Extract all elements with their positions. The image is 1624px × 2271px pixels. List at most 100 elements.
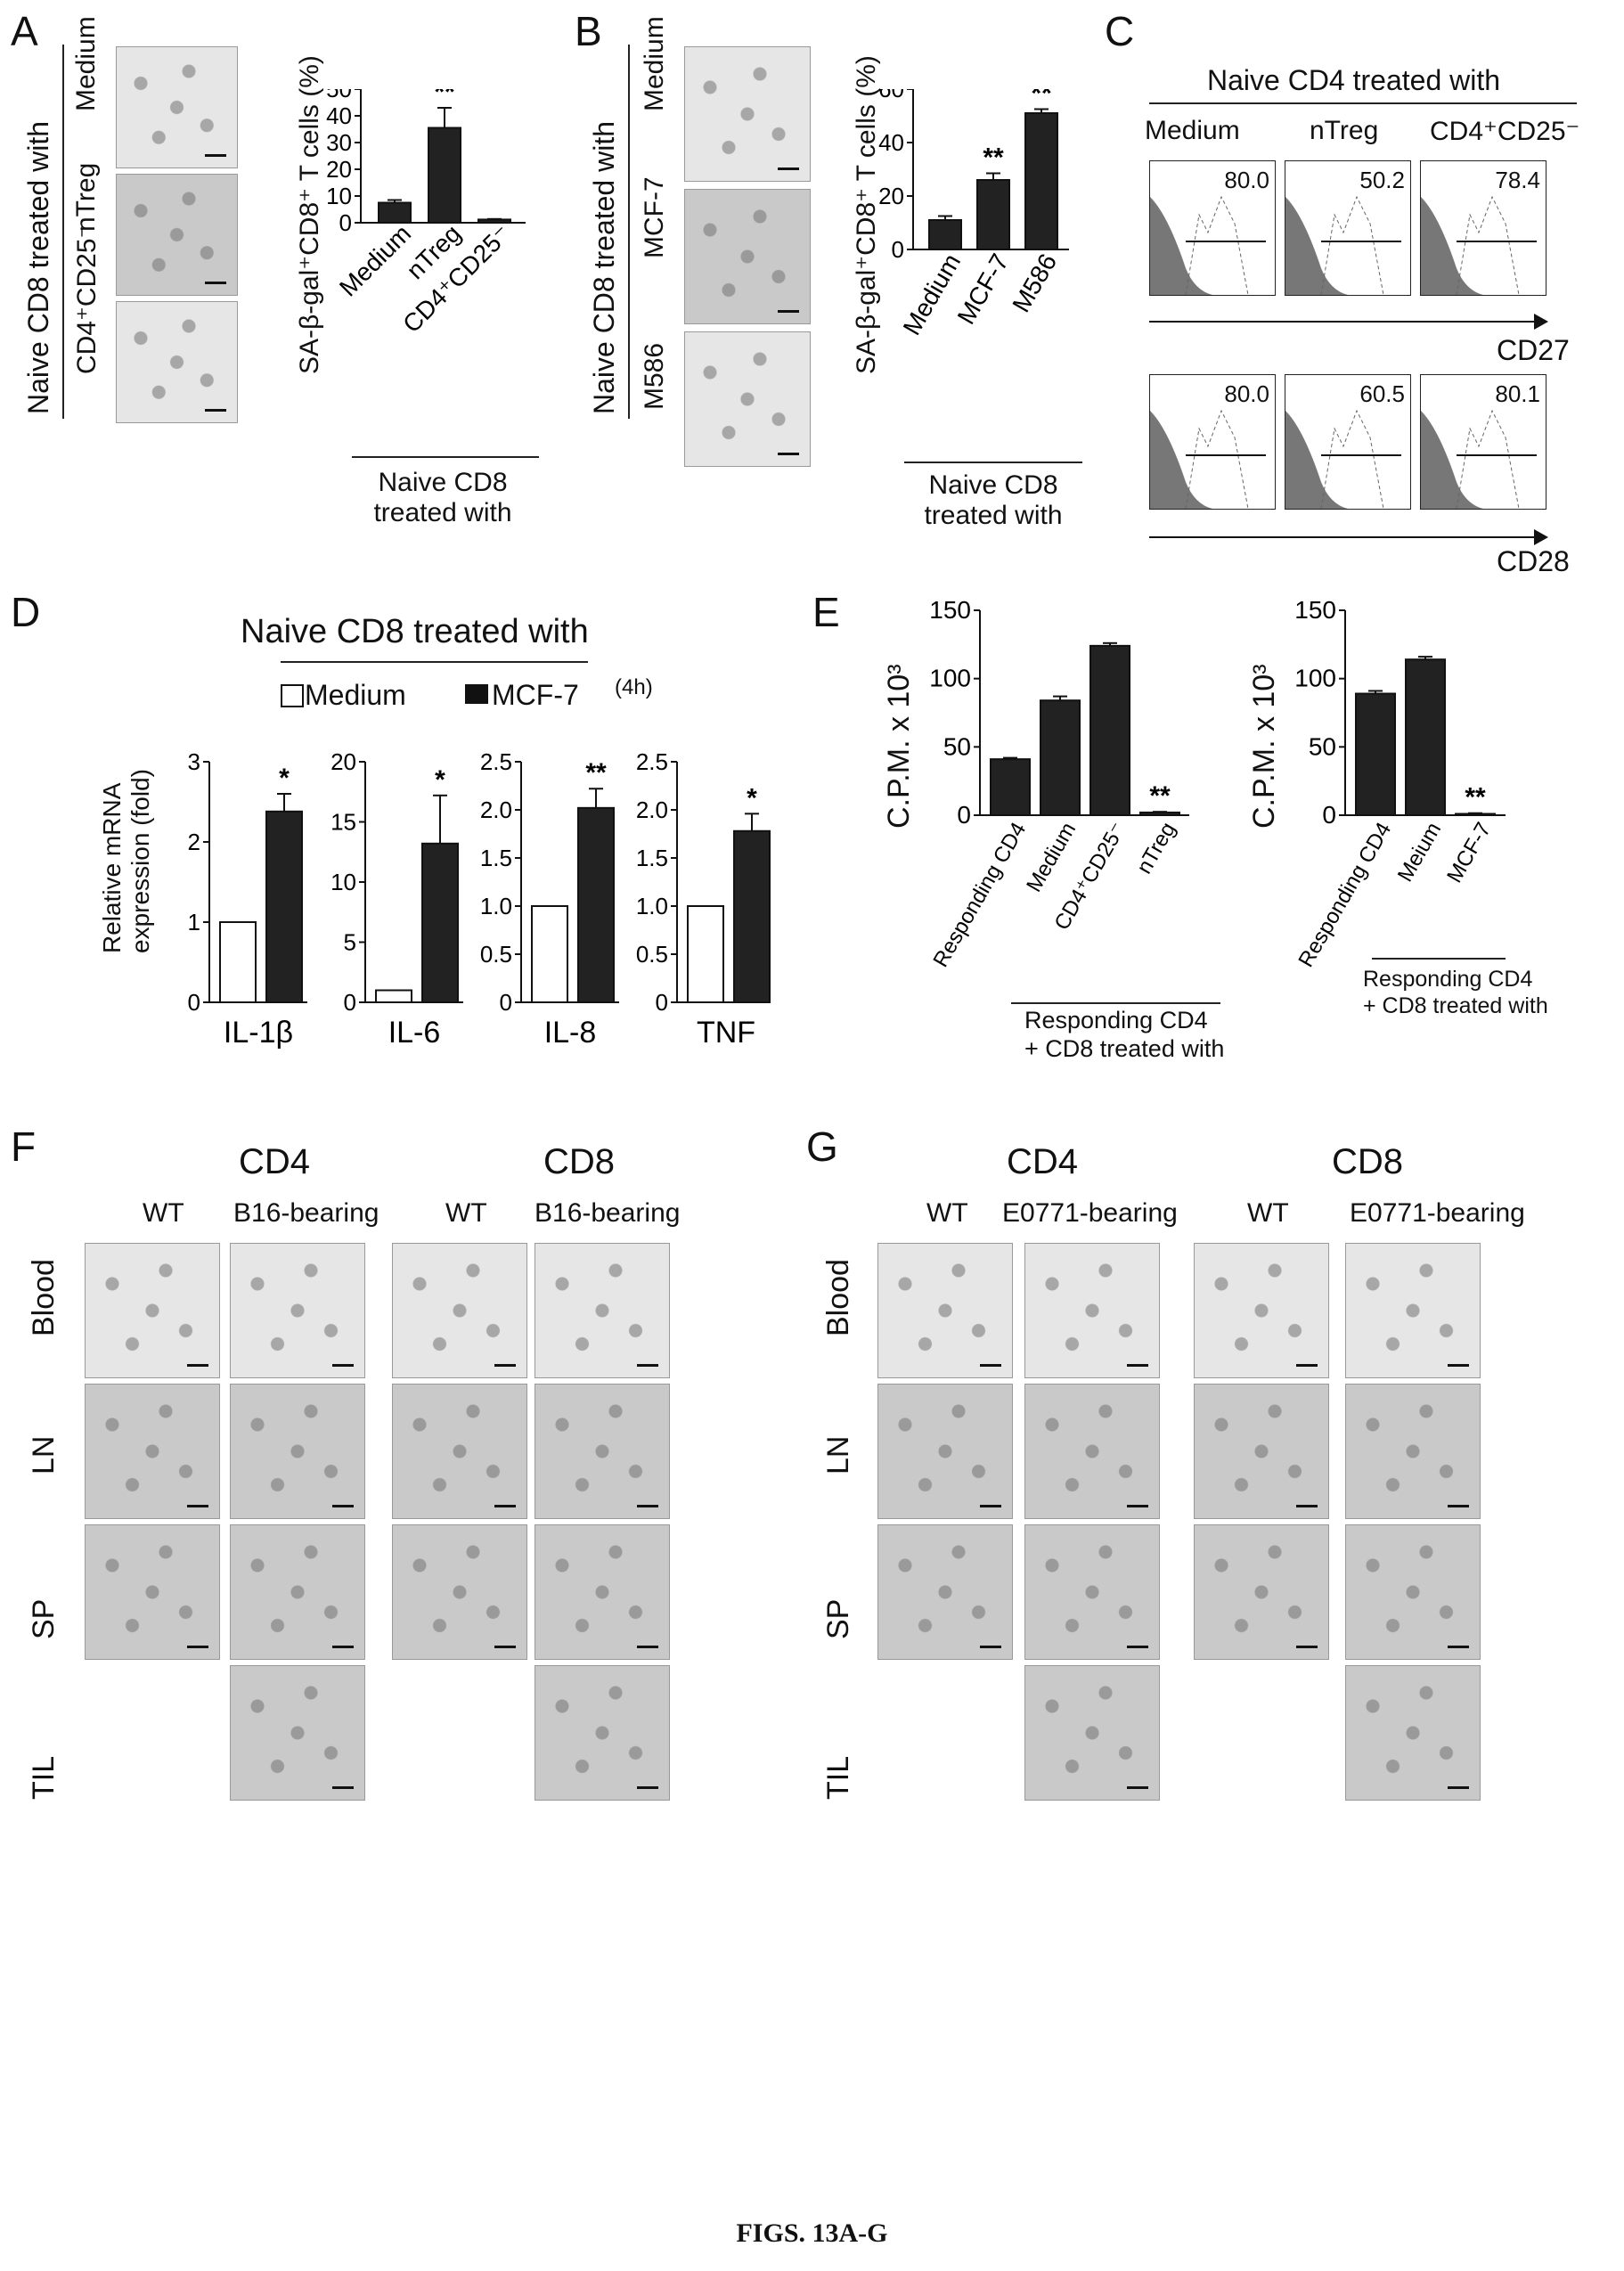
x-axis-label: IL-6 — [388, 1016, 441, 1050]
tick-label: 2 — [188, 829, 200, 855]
tick-label: 10 — [331, 869, 356, 895]
tick-label: 1 — [188, 909, 200, 935]
micrograph — [230, 1524, 365, 1660]
tick-label: 50 — [326, 89, 352, 102]
bar — [928, 219, 962, 250]
category-label: Responding CD4 — [928, 819, 1031, 972]
significance-label: * — [747, 783, 757, 813]
panel-g-sub-wt1: WT — [926, 1198, 968, 1228]
tick-label: 40 — [326, 102, 352, 129]
tick-label: 0 — [188, 989, 200, 1016]
flow-plot: 78.4 — [1420, 160, 1546, 296]
tick-label: 1.5 — [636, 845, 668, 871]
bar — [1089, 644, 1130, 816]
panel-a-row-cd4cd25: CD4⁺CD25⁻ — [72, 224, 102, 374]
significance-label: * — [279, 764, 290, 793]
panel-e-label: E — [812, 589, 840, 635]
micrograph — [116, 301, 238, 423]
x-axis-label: TNF — [697, 1016, 755, 1050]
panel-e-group-label-2a: Responding CD4 — [1363, 967, 1533, 992]
panel-g-row-sp: SP — [821, 1598, 855, 1639]
tick-label: 2.5 — [480, 748, 512, 775]
panel-b-row-medium: Medium — [640, 16, 669, 111]
tick-label: 50 — [1309, 732, 1336, 760]
bar — [976, 179, 1010, 250]
micrograph — [1345, 1243, 1481, 1378]
tick-label: 2.0 — [480, 796, 512, 823]
tick-label: 30 — [326, 129, 352, 156]
micrograph — [85, 1384, 220, 1519]
micrograph — [1024, 1524, 1160, 1660]
tick-label: 100 — [1294, 665, 1336, 692]
flow-percent: 78.4 — [1495, 167, 1540, 193]
tick-label: 0 — [500, 989, 512, 1016]
micrograph — [877, 1384, 1013, 1519]
panel-d-time: (4h) — [615, 675, 653, 699]
panel-d-title: Naive CD8 treated with — [241, 613, 589, 650]
bar — [428, 127, 461, 224]
micrograph — [1194, 1384, 1329, 1519]
panel-f-sub-wt1: WT — [143, 1198, 184, 1228]
significance-label: ** — [983, 143, 1004, 173]
panel-f-row-til: TIL — [27, 1755, 61, 1800]
subchart-il-1β: 0 1 2 3 * IL-1β — [188, 748, 307, 1050]
panel-b-group-label: Naive CD8 treated with — [924, 470, 1063, 530]
micrograph — [230, 1384, 365, 1519]
significance-label: ** — [1465, 783, 1486, 813]
bar — [378, 201, 412, 224]
flow-percent: 50.2 — [1359, 167, 1405, 193]
tick-label: 0.5 — [636, 941, 668, 968]
tick-label: 1.0 — [480, 893, 512, 919]
micrograph — [1024, 1665, 1160, 1801]
panel-f-label: F — [11, 1123, 37, 1170]
panel-g-row-til: TIL — [821, 1755, 855, 1800]
panel-f-sub-b16-1: B16-bearing — [233, 1198, 379, 1228]
panel-a-side-label: Naive CD8 treated with — [22, 120, 54, 414]
tick-label: 20 — [878, 183, 904, 209]
tick-label: 0 — [1322, 801, 1336, 829]
tick-label: 0 — [957, 801, 971, 829]
micrograph — [877, 1524, 1013, 1660]
tick-label: 10 — [326, 183, 352, 209]
micrograph — [85, 1524, 220, 1660]
micrograph — [684, 46, 811, 182]
flow-plot: 60.5 — [1285, 374, 1411, 510]
tick-label: 15 — [331, 809, 356, 836]
tick-label: 1.0 — [636, 893, 668, 919]
legend-mcf7: MCF-7 — [492, 679, 579, 711]
panel-c-marker-cd28: CD28 — [1497, 545, 1570, 577]
tick-label: 0 — [339, 209, 352, 236]
tick-label: 3 — [188, 748, 200, 775]
panel-f-sub-b16-2: B16-bearing — [535, 1198, 681, 1228]
category-label: Responding CD4 — [1293, 819, 1396, 972]
tick-label: 0 — [656, 989, 668, 1016]
bar — [265, 810, 303, 1003]
flow-plot: 80.0 — [1149, 374, 1276, 510]
subchart-il-8: 0 0.5 1.0 1.5 2.0 2.5 ** IL-8 — [480, 748, 619, 1050]
panel-e-group-label-2b: + CD8 treated with — [1363, 993, 1548, 1018]
bar — [990, 758, 1031, 816]
bar — [687, 905, 724, 1003]
x-axis-label: IL-8 — [544, 1016, 597, 1050]
panel-c-col-ntreg: nTreg — [1310, 116, 1379, 145]
flow-percent: 80.0 — [1224, 380, 1269, 407]
micrograph — [1345, 1665, 1481, 1801]
category-label: MCF-7 — [1442, 819, 1496, 887]
x-axis-label: IL-1β — [224, 1016, 293, 1050]
micrograph — [877, 1243, 1013, 1378]
chart-d: 0 1 2 3 * IL-1β 0 5 10 15 20 * IL-6 0 0.5 1.0 1.5 2.0 2.5 *… — [188, 748, 771, 1050]
panel-a-label: A — [11, 8, 38, 54]
micrograph — [1194, 1524, 1329, 1660]
micrograph — [535, 1384, 670, 1519]
tick-label: 0 — [892, 236, 904, 263]
micrograph — [1024, 1384, 1160, 1519]
micrograph — [392, 1384, 527, 1519]
micrograph — [230, 1665, 365, 1801]
micrograph — [1345, 1524, 1481, 1660]
micrograph — [116, 174, 238, 296]
flow-plot: 80.1 — [1420, 374, 1546, 510]
bar — [421, 842, 459, 1003]
micrograph — [1024, 1243, 1160, 1378]
panel-c-title: Naive CD4 treated with — [1207, 64, 1501, 96]
